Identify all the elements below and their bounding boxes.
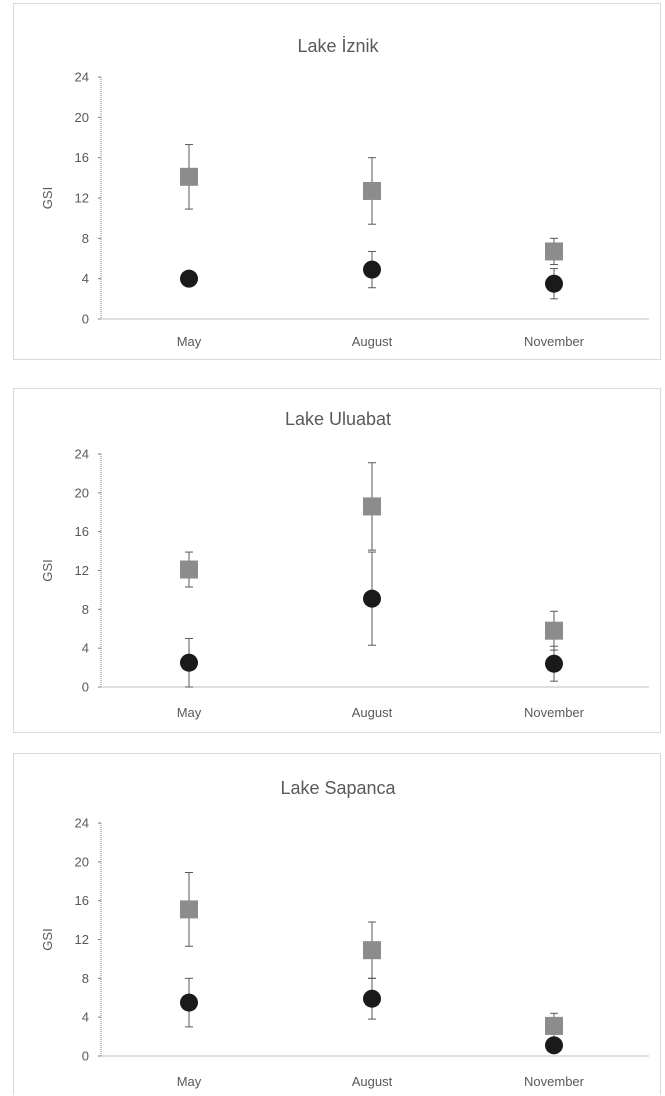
y-tick-label: 8 xyxy=(82,231,89,246)
data-point-square xyxy=(180,900,198,919)
data-point-circle xyxy=(363,260,381,279)
chart-panel-sapanca: Lake Sapanca 0 4 8 12 16 20 24 GSI May August Novem… xyxy=(13,753,661,1095)
data-point-square xyxy=(363,181,381,200)
data-point-circle xyxy=(545,1036,563,1055)
y-tick-label: 4 xyxy=(82,271,89,286)
data-point-circle xyxy=(363,989,381,1008)
y-tick-label: 16 xyxy=(75,893,89,908)
y-tick-label: 24 xyxy=(75,447,89,462)
x-tick-label: November xyxy=(524,705,585,720)
y-axis-label: GSI xyxy=(40,559,55,581)
y-tick-label: 20 xyxy=(75,854,89,869)
y-tick-label: 16 xyxy=(75,150,89,165)
y-tick-label: 0 xyxy=(82,680,89,695)
y-tick-label: 24 xyxy=(75,816,89,831)
y-tick-label: 12 xyxy=(75,563,89,578)
y-tick-label: 20 xyxy=(75,110,89,125)
y-tick-label: 12 xyxy=(75,191,89,206)
y-tick-label: 8 xyxy=(82,602,89,617)
x-tick-label: May xyxy=(177,1074,202,1089)
data-point-circle xyxy=(180,653,198,672)
chart-panel-uluabat: Lake Uluabat 0 4 8 12 16 20 24 GSI May August Novem… xyxy=(13,388,661,733)
data-point-circle xyxy=(545,654,563,673)
y-tick-label: 16 xyxy=(75,524,89,539)
data-point-circle xyxy=(180,269,198,288)
y-tick-label: 4 xyxy=(82,1010,89,1025)
y-tick-label: 4 xyxy=(82,641,89,656)
x-tick-label: August xyxy=(352,705,393,720)
data-point-square xyxy=(180,560,198,579)
chart-panel-iznik: Lake İznik 0 4 8 12 16 20 24 GSI May August Novembe… xyxy=(13,3,661,360)
y-tick-label: 0 xyxy=(82,1049,89,1064)
y-tick-label: 0 xyxy=(82,312,89,327)
y-tick-label: 12 xyxy=(75,932,89,947)
y-tick-label: 20 xyxy=(75,485,89,500)
chart-uluabat: Lake Uluabat 0 4 8 12 16 20 24 GSI May August Novem… xyxy=(40,409,649,720)
data-point-square xyxy=(545,242,563,261)
data-point-square xyxy=(545,1016,563,1035)
y-tick-label: 8 xyxy=(82,971,89,986)
x-tick-label: May xyxy=(177,334,202,349)
data-point-square xyxy=(363,941,381,960)
data-point-square xyxy=(545,621,563,640)
chart-title: Lake İznik xyxy=(297,36,379,56)
x-tick-label: November xyxy=(524,334,585,349)
x-tick-label: May xyxy=(177,705,202,720)
data-point-square xyxy=(363,497,381,516)
x-tick-label: August xyxy=(352,1074,393,1089)
x-tick-label: August xyxy=(352,334,393,349)
chart-iznik: Lake İznik 0 4 8 12 16 20 24 GSI May August Novembe… xyxy=(40,36,649,349)
data-point-circle xyxy=(363,589,381,608)
y-axis-label: GSI xyxy=(40,928,55,950)
chart-title: Lake Uluabat xyxy=(285,409,391,429)
chart-title: Lake Sapanca xyxy=(280,778,396,798)
x-tick-label: November xyxy=(524,1074,585,1089)
data-point-circle xyxy=(545,274,563,293)
data-point-circle xyxy=(180,993,198,1012)
chart-sapanca: Lake Sapanca 0 4 8 12 16 20 24 GSI May August Novem… xyxy=(40,778,649,1089)
data-point-square xyxy=(180,167,198,186)
y-tick-label: 24 xyxy=(75,70,89,85)
y-axis-label: GSI xyxy=(40,187,55,209)
